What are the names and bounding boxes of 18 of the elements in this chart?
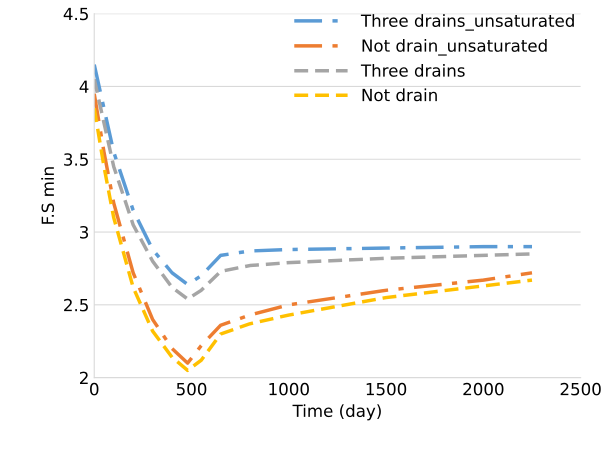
- y-tick-label: 3.5: [64, 153, 88, 166]
- x-tick-label: 2000: [463, 382, 504, 396]
- x-tick-label: 500: [176, 382, 206, 396]
- x-axis-title: Time (day): [292, 404, 381, 420]
- legend-label: Not drain: [362, 88, 437, 102]
- y-tick-label: 2.5: [64, 298, 88, 312]
- y-tick-label: 4: [80, 80, 88, 93]
- x-tick-label: 0: [90, 382, 98, 396]
- y-tick-label: 4.5: [64, 8, 88, 20]
- x-tick-label: 1500: [366, 382, 406, 396]
- y-tick-label: 3: [80, 226, 88, 239]
- x-tick-label: 2500: [560, 382, 601, 396]
- x-tick-label: 1000: [269, 382, 309, 396]
- legend-label: Three drains: [360, 64, 465, 77]
- legend-label: Not drain_unsaturated: [362, 39, 547, 56]
- y-tick-label: 2: [80, 372, 88, 384]
- legend-label: Three drains_unsaturated: [360, 14, 574, 31]
- y-axis-title: F.S min: [41, 167, 54, 224]
